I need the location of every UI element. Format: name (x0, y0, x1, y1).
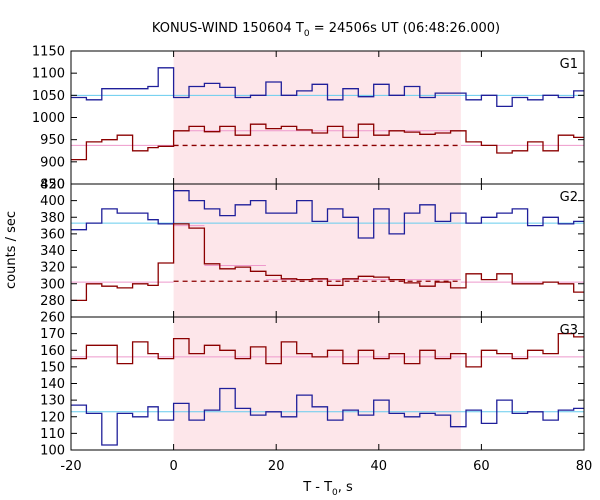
series-red-3 (71, 332, 584, 368)
y-tick-label-1-2: 900 (40, 155, 65, 170)
panel-label-g1: G1 (560, 57, 578, 72)
series-blue-2 (71, 190, 584, 239)
series-red-2 (71, 223, 584, 302)
y-tick-label-2-3: 300 (40, 277, 65, 292)
y-tick-label-3-8: 170 (40, 327, 65, 342)
y-tick-label-1-7: 1150 (32, 45, 65, 60)
y-tick-label-1-3: 950 (40, 133, 65, 148)
xlabel-rest: , s (338, 480, 353, 495)
y-tick-label-1-5: 1050 (32, 89, 65, 104)
x-tick-label-2: 0 (169, 459, 177, 474)
series-blue-1 (71, 67, 584, 108)
y-tick-label-2-5: 340 (40, 244, 65, 259)
y-tick-label-3-5: 140 (40, 377, 65, 392)
y-tick-label-1-4: 1000 (32, 111, 65, 126)
y-tick-label-3-4: 130 (40, 394, 65, 409)
y-tick-label-3-1: 100 (40, 444, 65, 459)
highlight-interval-2 (173, 184, 461, 317)
y-tick-label-3-7: 160 (40, 344, 65, 359)
tick-marks (70, 50, 585, 451)
series-blue-3 (71, 387, 584, 446)
chart-title: KONUS-WIND 150604 T0 = 24506s UT (06:48:… (152, 21, 500, 39)
title-rest: = 24506s UT (06:48:26.000) (310, 21, 500, 36)
y-tick-label-2-7: 380 (40, 211, 65, 226)
x-tick-label-3: 20 (268, 459, 285, 474)
highlight-interval-1 (173, 51, 461, 184)
y-tick-label-2-9: 420 (40, 178, 65, 193)
x-tick-label-5: 60 (473, 459, 490, 474)
y-tick-label-3-6: 150 (40, 360, 65, 375)
series-layer (71, 67, 584, 446)
series-red-1 (71, 123, 584, 161)
title-subscript: 0 (304, 29, 310, 39)
y-tick-label-2-1: 260 (40, 311, 65, 326)
y-tick-label-2-4: 320 (40, 261, 65, 276)
x-tick-label-4: 40 (371, 459, 388, 474)
panel-label-g2: G2 (560, 190, 578, 205)
y-tick-label-1-1: 850 (40, 178, 65, 193)
panel-label-g3: G3 (560, 323, 578, 338)
highlight-interval-3 (173, 317, 461, 450)
y-tick-label-3-3: 120 (40, 410, 65, 425)
y-tick-label-2-2: 280 (40, 294, 65, 309)
y-tick-label-1-6: 1100 (32, 67, 65, 82)
highlight-shading (173, 51, 461, 450)
x-axis-label: T - T0, s (302, 480, 353, 498)
tick-labels: 8509009501000105011001150G12602803003203… (32, 45, 592, 475)
y-axis-label: counts / sec (4, 211, 19, 289)
xlabel-subscript: 0 (332, 488, 338, 498)
y-tick-label-2-6: 360 (40, 227, 65, 242)
y-tick-label-2-8: 400 (40, 194, 65, 209)
x-tick-label-6: 80 (576, 459, 593, 474)
x-tick-label-1: -20 (60, 459, 81, 474)
y-tick-label-3-2: 110 (40, 427, 65, 442)
